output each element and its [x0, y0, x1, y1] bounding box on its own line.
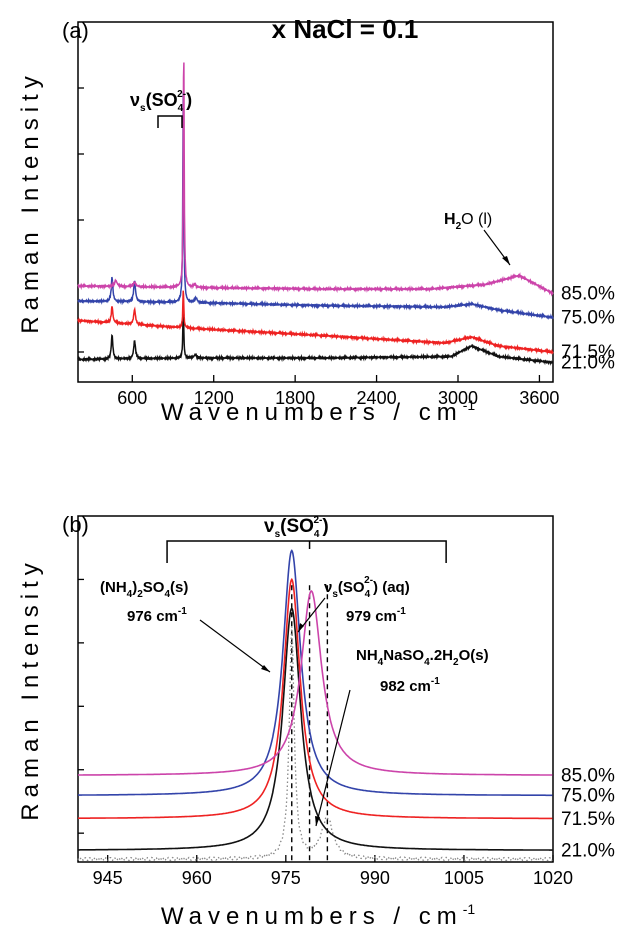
series-line: [78, 590, 553, 776]
panel-b-y-axis-title: Raman Intensity: [17, 557, 44, 820]
svg-text:νs(SO42-): νs(SO42-): [130, 89, 192, 114]
x-tick-label: 960: [182, 868, 212, 888]
solid-arrow: [199, 619, 271, 673]
x-tick-label: 3600: [519, 388, 559, 408]
panel-b-y-ticks: [78, 578, 84, 834]
panel-b-series-labels: 21.0% 71.5%75.0%85.0%: [561, 766, 615, 862]
panel-b-series: [77, 549, 553, 862]
panel-b-hydrate-annotation: NH4NaSO4.2H2O(s) 982 cm-1: [315, 647, 489, 827]
panel-a-series: [77, 62, 554, 366]
series-line: [78, 607, 553, 851]
hydrate-arrow: [315, 689, 351, 827]
x-tick-label: 990: [360, 868, 390, 888]
svg-text:982 cm-1: 982 cm-1: [380, 676, 440, 695]
x-tick-label: 3000: [438, 388, 478, 408]
svg-text:H2O (l): H2O (l): [444, 211, 492, 232]
panel-b-nu-s-annotation: νs(SO42-): [166, 515, 447, 563]
series-label: 71.5%: [561, 342, 615, 363]
svg-text:νs(SO42-): νs(SO42-): [264, 515, 329, 540]
panel-a-x-ticks: 600 1200 1800 2400 3000 3600: [117, 375, 559, 408]
panel-b-x-axis-title: Wavenumbers / cm-1: [161, 901, 475, 930]
x-tick-label: 1200: [194, 388, 234, 408]
aq-arrowhead: [298, 623, 304, 632]
series-label: 21.0%: [561, 840, 615, 861]
series-label: 71.5%: [561, 809, 615, 830]
panel-a-plot-frame: [77, 21, 554, 383]
svg-text:976 cm-1: 976 cm-1: [127, 606, 187, 625]
panel-b-x-ticks: 945 960 975 990 1005 1020: [93, 855, 573, 888]
series-label: 85.0%: [561, 766, 615, 787]
panel-a-y-ticks: [78, 87, 84, 353]
series-label: 85.0%: [561, 284, 615, 305]
panel-b-nu-s-bracket: [166, 540, 447, 563]
series-line: [78, 577, 553, 820]
panel-a-series-labels: 21.0%71.5% 75.0% 85.0%: [561, 284, 615, 374]
series-line: [77, 290, 554, 355]
series-line: [77, 310, 554, 366]
x-tick-label: 1005: [444, 868, 484, 888]
figure-title: x NaCl = 0.1: [272, 14, 419, 44]
x-tick-label: 1020: [533, 868, 573, 888]
x-tick-label: 600: [117, 388, 147, 408]
series-line: [78, 549, 553, 797]
x-tick-label: 1800: [275, 388, 315, 408]
series-label: 75.0%: [561, 308, 615, 329]
panel-a-nu-s-annotation: νs(SO42-): [130, 89, 192, 128]
x-tick-label: 975: [271, 868, 301, 888]
series-label: 21.0%: [561, 353, 615, 374]
series-line: [77, 62, 554, 297]
solid-arrowhead: [261, 665, 270, 672]
panel-b-aq-annotation: νs(SO42-) (aq) 979 cm-1: [297, 575, 410, 633]
panel-b-solid-annotation: (NH4)2SO4(s) 976 cm-1: [100, 579, 271, 673]
panel-b: (b) 945 960 975 990 1005 1020 21.0%71.5%75.0%…: [17, 512, 615, 930]
svg-text:νs(SO42-) (aq): νs(SO42-) (aq): [324, 575, 410, 600]
x-tick-label: 945: [93, 868, 123, 888]
hydrate-arrowhead: [315, 816, 320, 826]
svg-text:(NH4)2SO4(s): (NH4)2SO4(s): [100, 579, 188, 600]
water-arrowhead: [502, 256, 510, 265]
svg-text:NH4NaSO4.2H2O(s): NH4NaSO4.2H2O(s): [356, 647, 489, 668]
panel-a-x-axis-title: Wavenumbers / cm-1: [161, 397, 475, 426]
panel-a-water-annotation: H2O (l): [444, 211, 511, 266]
nu-s-bracket: [157, 115, 183, 128]
svg-text:979 cm-1: 979 cm-1: [346, 606, 406, 625]
series-line: [77, 92, 554, 321]
series-label: 75.0%: [561, 786, 615, 807]
panel-a-y-axis-title: Raman Intensity: [17, 70, 44, 333]
nu-symbol: ν: [130, 90, 140, 110]
panel-a: (a) 600 1200 1800 2400 3000 3600 21.0%71.5%75…: [17, 18, 615, 426]
panel-b-plot-frame: [77, 515, 554, 863]
x-tick-label: 2400: [357, 388, 397, 408]
